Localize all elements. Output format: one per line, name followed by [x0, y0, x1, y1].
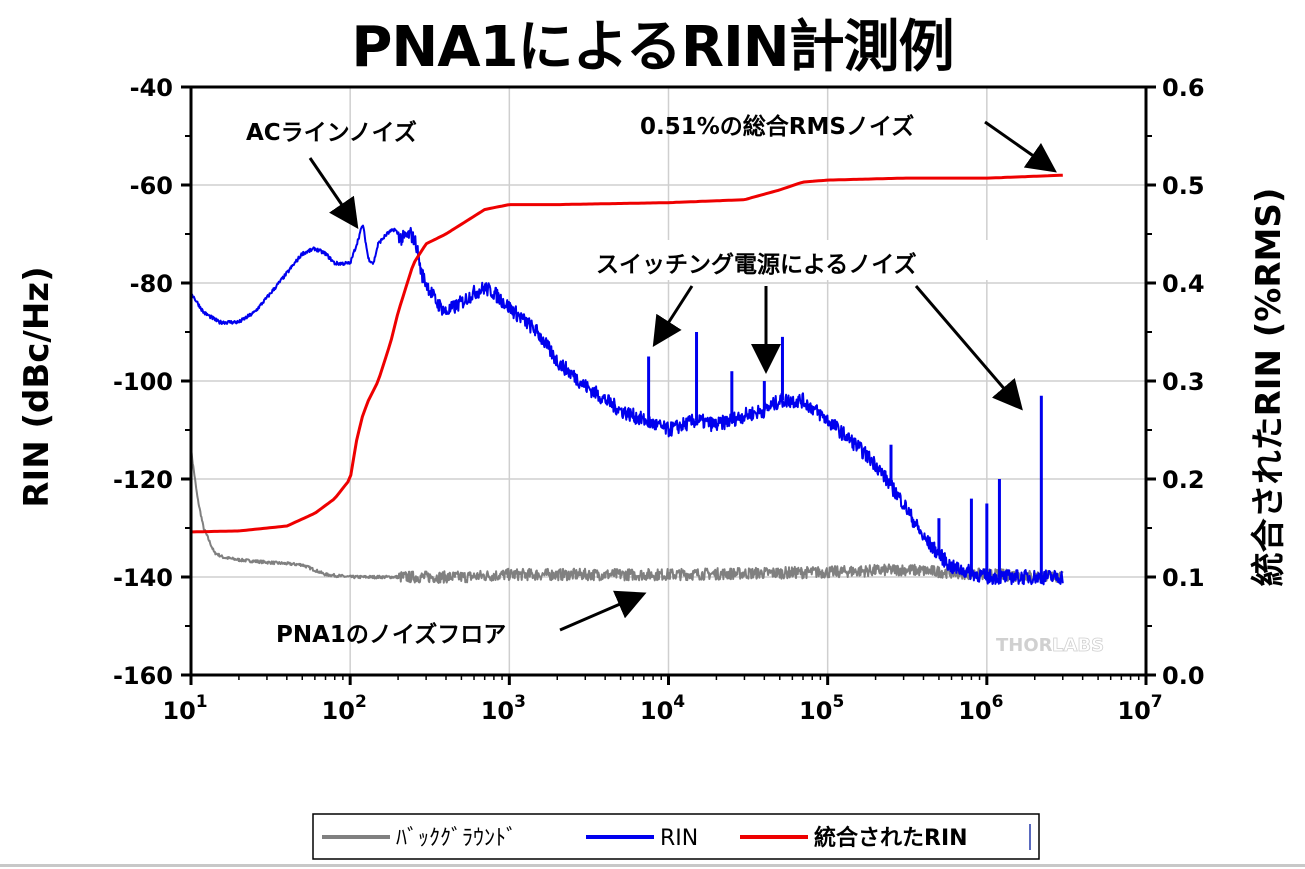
series-line-0: [191, 450, 1064, 584]
x-tick-label: 107: [1117, 692, 1162, 725]
y-tick-label-right: 0.4: [1162, 270, 1205, 298]
series-line-2: [191, 173, 1063, 534]
annotation-noise-floor: PNA1のノイズフロア: [276, 590, 647, 648]
page-title: PNA1によるRIN計測例: [351, 15, 954, 80]
y-axis-right-title: 統合されたRIN (%RMS): [1249, 188, 1289, 587]
watermark-right: LABS: [1052, 635, 1104, 656]
y-axis-left-title: RIN (dBc/Hz): [17, 266, 57, 507]
x-tick-label: 106: [958, 692, 1003, 725]
legend-label-rin: RIN: [660, 826, 698, 851]
x-tick-label: 102: [322, 692, 367, 725]
x-tick-label: 103: [481, 692, 526, 725]
annotation-switching-noise-label: スイッチング電源によるノイズ: [596, 251, 917, 278]
thorlabs-watermark: THOR LABS: [996, 635, 1104, 657]
legend: ﾊﾞｯｸｸﾞﾗｳﾝﾄﾞ RIN 統合されたRIN: [312, 813, 1040, 860]
annotation-total-rms-arrow: [984, 120, 1057, 173]
x-tick-label: 105: [799, 692, 844, 725]
y-tick-label-left: -140: [113, 564, 173, 592]
annotation-switching-noise-arrow-1: [652, 285, 694, 348]
y-tick-label-left: -40: [130, 74, 173, 102]
series-layer: [191, 173, 1064, 586]
annotation-noise-floor-arrow: [559, 590, 647, 632]
y-tick-label-left: -100: [113, 368, 173, 396]
legend-label-integrated-rin: 統合されたRIN: [814, 825, 968, 851]
annotation-ac-line-label: ACラインノイズ: [246, 119, 417, 146]
annotation-ac-line-arrow: [308, 157, 359, 229]
watermark-left: THOR: [996, 635, 1053, 656]
annotation-switching-noise-arrow-3: [914, 285, 1023, 411]
series-line-1: [191, 224, 1064, 586]
legend-box: [312, 813, 1040, 860]
axis-ticks: -40 -60 -80 -100 -120 -140 -160 0.6 0.5 0.4 0.3 0.2…: [113, 74, 1205, 725]
annotation-switching-noise-bg: [545, 240, 1075, 280]
bottom-rule: [0, 864, 1305, 867]
grid-lines: [191, 87, 1146, 675]
y-tick-label-left: -160: [113, 662, 173, 690]
y-tick-label-right: 0.2: [1162, 466, 1205, 494]
x-tick-label: 104: [640, 692, 685, 725]
annotation-ac-line: ACラインノイズ: [246, 119, 417, 229]
y-tick-label-right: 0.0: [1162, 662, 1205, 690]
annotation-total-rms-label: 0.51%の総合RMSノイズ: [640, 113, 914, 140]
annotation-noise-floor-label: PNA1のノイズフロア: [276, 621, 506, 648]
annotation-total-rms: 0.51%の総合RMSノイズ: [640, 113, 1057, 173]
y-tick-label-left: -120: [113, 466, 173, 494]
y-tick-label-right: 0.1: [1162, 564, 1205, 592]
legend-label-background: ﾊﾞｯｸｸﾞﾗｳﾝﾄﾞ: [396, 826, 517, 851]
y-tick-label-left: -60: [130, 172, 173, 200]
y-tick-label-right: 0.5: [1162, 172, 1205, 200]
annotation-switching-noise: スイッチング電源によるノイズ: [545, 240, 1075, 411]
x-tick-label: 101: [162, 692, 207, 725]
y-tick-label-right: 0.3: [1162, 368, 1205, 396]
y-tick-label-left: -80: [130, 270, 173, 298]
y-tick-label-right: 0.6: [1162, 74, 1205, 102]
